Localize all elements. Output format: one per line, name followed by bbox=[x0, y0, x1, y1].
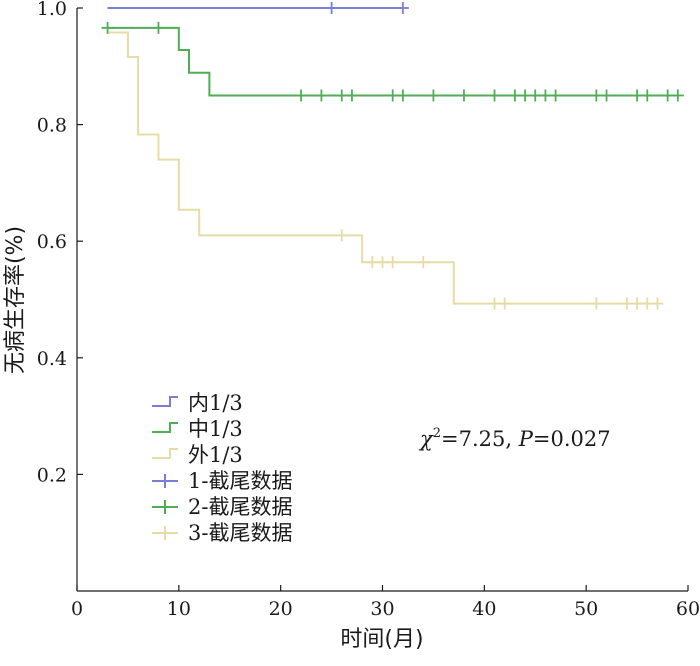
censor-mark bbox=[427, 89, 440, 102]
censor-mark bbox=[457, 89, 470, 102]
legend-item: 1-截尾数据 bbox=[152, 469, 292, 493]
legend-swatch bbox=[152, 396, 178, 407]
series-line-3 bbox=[107, 31, 658, 305]
x-tick-label: 10 bbox=[167, 598, 191, 620]
legend-label: 内1/3 bbox=[188, 391, 243, 415]
legend-swatch bbox=[152, 422, 178, 433]
censor-mark bbox=[386, 256, 399, 269]
x-tick-label: 30 bbox=[370, 598, 394, 620]
x-tick-label: 20 bbox=[269, 598, 293, 620]
y-tick-label: 0.2 bbox=[37, 464, 67, 486]
x-tick-label: 50 bbox=[574, 598, 598, 620]
legend-label: 外1/3 bbox=[188, 443, 243, 467]
censor-mark bbox=[295, 89, 308, 102]
censor-mark bbox=[396, 89, 409, 102]
p-value: =0.027 bbox=[533, 427, 611, 451]
censor-mark bbox=[386, 89, 399, 102]
censor-mark bbox=[620, 297, 633, 310]
censor-mark bbox=[345, 89, 358, 102]
censor-mark bbox=[529, 89, 542, 102]
censor-mark bbox=[101, 21, 114, 34]
censor-mark bbox=[488, 89, 501, 102]
censor-mark bbox=[631, 89, 644, 102]
legend-item: 3-截尾数据 bbox=[152, 521, 292, 545]
ticks: 0 10 20 30 40 50 60 0.2 0.4 0.6 0.8 1.0 bbox=[37, 0, 700, 620]
censor-mark bbox=[325, 2, 338, 14]
series-line-2 bbox=[107, 26, 678, 97]
x-tick-label: 0 bbox=[71, 598, 83, 620]
censor-mark bbox=[590, 297, 603, 310]
censor-mark bbox=[519, 89, 532, 102]
stat-annotation: χ2=7.25, P=0.027 bbox=[418, 426, 611, 451]
legend-label: 2-截尾数据 bbox=[188, 495, 292, 519]
legend-label: 中1/3 bbox=[188, 417, 243, 441]
y-axis-label: 无病生存率(%) bbox=[3, 226, 28, 374]
censor-mark bbox=[335, 89, 348, 102]
censor-mark bbox=[549, 89, 562, 102]
censor-mark bbox=[498, 297, 511, 310]
x-axis-label: 时间(月) bbox=[340, 627, 423, 652]
censor-mark bbox=[671, 89, 684, 102]
censor-mark bbox=[152, 21, 165, 34]
legend-swatch bbox=[152, 448, 178, 459]
censor-mark bbox=[335, 229, 348, 242]
p-symbol: P bbox=[518, 427, 534, 451]
y-tick-label: 0.6 bbox=[37, 231, 67, 253]
legend-label: 3-截尾数据 bbox=[188, 521, 292, 545]
censor-mark bbox=[661, 89, 674, 102]
legend-label: 1-截尾数据 bbox=[188, 469, 292, 493]
censor-mark bbox=[600, 89, 613, 102]
censor-mark bbox=[641, 89, 654, 102]
censor-mark bbox=[641, 297, 654, 310]
legend-item: 外1/3 bbox=[152, 443, 243, 467]
y-tick-label: 1.0 bbox=[37, 0, 67, 20]
censor-mark bbox=[376, 256, 389, 269]
x-tick-label: 40 bbox=[472, 598, 496, 620]
chi-value: =7.25, bbox=[441, 427, 519, 451]
y-tick-label: 0.8 bbox=[37, 115, 67, 137]
chi-superscript: 2 bbox=[433, 426, 441, 441]
series-layer bbox=[107, 7, 678, 305]
censor-layer bbox=[101, 2, 684, 310]
y-tick-label: 0.4 bbox=[37, 348, 67, 370]
censor-mark bbox=[539, 89, 552, 102]
censor-mark bbox=[315, 89, 328, 102]
censor-mark bbox=[651, 297, 664, 310]
censor-mark bbox=[488, 297, 501, 310]
censor-mark bbox=[366, 256, 379, 269]
legend-item: 内1/3 bbox=[152, 391, 243, 415]
legend-item: 中1/3 bbox=[152, 417, 243, 441]
x-tick-label: 60 bbox=[676, 598, 700, 620]
censor-mark bbox=[417, 256, 430, 269]
censor-mark bbox=[396, 2, 409, 14]
censor-mark bbox=[508, 89, 521, 102]
chi-symbol: χ bbox=[418, 427, 434, 451]
censor-mark bbox=[590, 89, 603, 102]
legend-item: 2-截尾数据 bbox=[152, 495, 292, 519]
censor-mark bbox=[631, 297, 644, 310]
